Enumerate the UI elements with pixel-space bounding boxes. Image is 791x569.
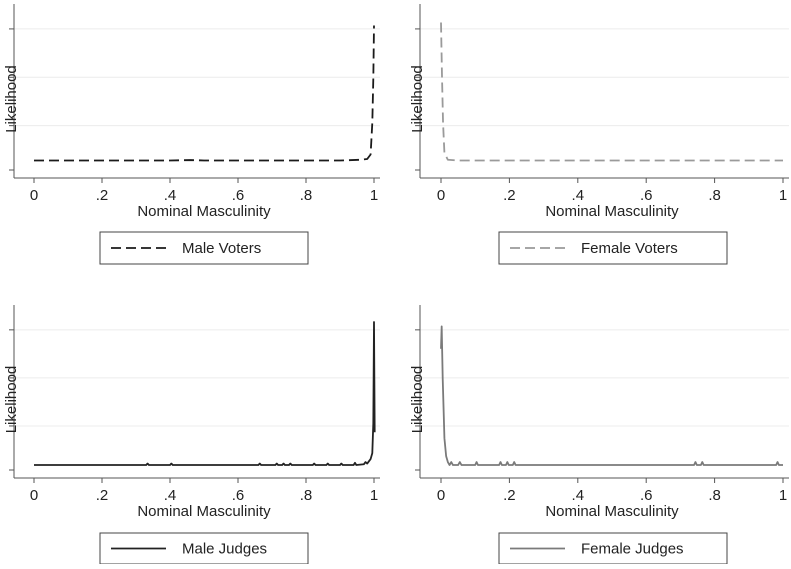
- x-tick-label: 1: [779, 487, 787, 504]
- x-tick-label: .6: [232, 187, 245, 204]
- x-tick-label: .6: [232, 487, 245, 504]
- x-tick-label: .2: [96, 187, 109, 204]
- y-axis-title: Likelihood: [409, 366, 426, 434]
- chart-panel-1: 0 .2 .4 .6 .8 1 Nominal Masculinity Likelihood M…: [3, 4, 380, 265]
- chart-panel-2: 0 .2 .4 .6 .8 1 Nominal Masculinity Likelihood F…: [409, 4, 789, 265]
- x-tick-label: .8: [300, 487, 313, 504]
- chart-panel-3: 0 .2 .4 .6 .8 1 Nominal Masculinity Likelihood M…: [3, 305, 380, 565]
- y-axis-title: Likelihood: [3, 366, 20, 434]
- x-tick-label: .2: [503, 187, 516, 204]
- legend: Male Voters: [99, 231, 309, 265]
- x-tick-label: 0: [437, 187, 445, 204]
- y-axis-title: Likelihood: [3, 65, 20, 133]
- legend-label: Male Voters: [182, 240, 261, 257]
- x-tick-label: 1: [370, 187, 378, 204]
- x-tick-label: .8: [708, 487, 721, 504]
- legend-label: Male Judges: [182, 541, 267, 558]
- series-line: [34, 321, 376, 466]
- x-tick-label: 0: [437, 487, 445, 504]
- x-tick-label: .6: [640, 187, 653, 204]
- x-tick-label: 0: [30, 487, 38, 504]
- x-tick-label: .4: [164, 187, 177, 204]
- x-axis-title: Nominal Masculinity: [137, 203, 271, 220]
- series-line: [440, 22, 783, 162]
- x-tick-label: .4: [572, 187, 585, 204]
- series-line: [34, 25, 375, 162]
- legend: Male Judges: [99, 532, 309, 565]
- legend: Female Voters: [498, 231, 728, 265]
- legend-label: Female Voters: [581, 240, 678, 257]
- legend-box: [498, 231, 728, 265]
- chart-panel-4: 0 .2 .4 .6 .8 1 Nominal Masculinity Likelihood F…: [409, 305, 789, 565]
- x-tick-label: .6: [640, 487, 653, 504]
- legend-label: Female Judges: [581, 541, 684, 558]
- legend: Female Judges: [498, 532, 728, 565]
- x-tick-label: .4: [572, 487, 585, 504]
- x-tick-label: 0: [30, 187, 38, 204]
- x-tick-label: .8: [300, 187, 313, 204]
- x-axis-title: Nominal Masculinity: [545, 503, 679, 520]
- x-tick-label: 1: [779, 187, 787, 204]
- x-axis-title: Nominal Masculinity: [137, 503, 271, 520]
- x-tick-label: .2: [96, 487, 109, 504]
- x-tick-label: 1: [370, 487, 378, 504]
- x-tick-label: .4: [164, 487, 177, 504]
- x-tick-label: .8: [708, 187, 721, 204]
- x-axis-title: Nominal Masculinity: [545, 203, 679, 220]
- y-axis-title: Likelihood: [409, 65, 426, 133]
- x-tick-label: .2: [503, 487, 516, 504]
- series-line: [440, 325, 783, 466]
